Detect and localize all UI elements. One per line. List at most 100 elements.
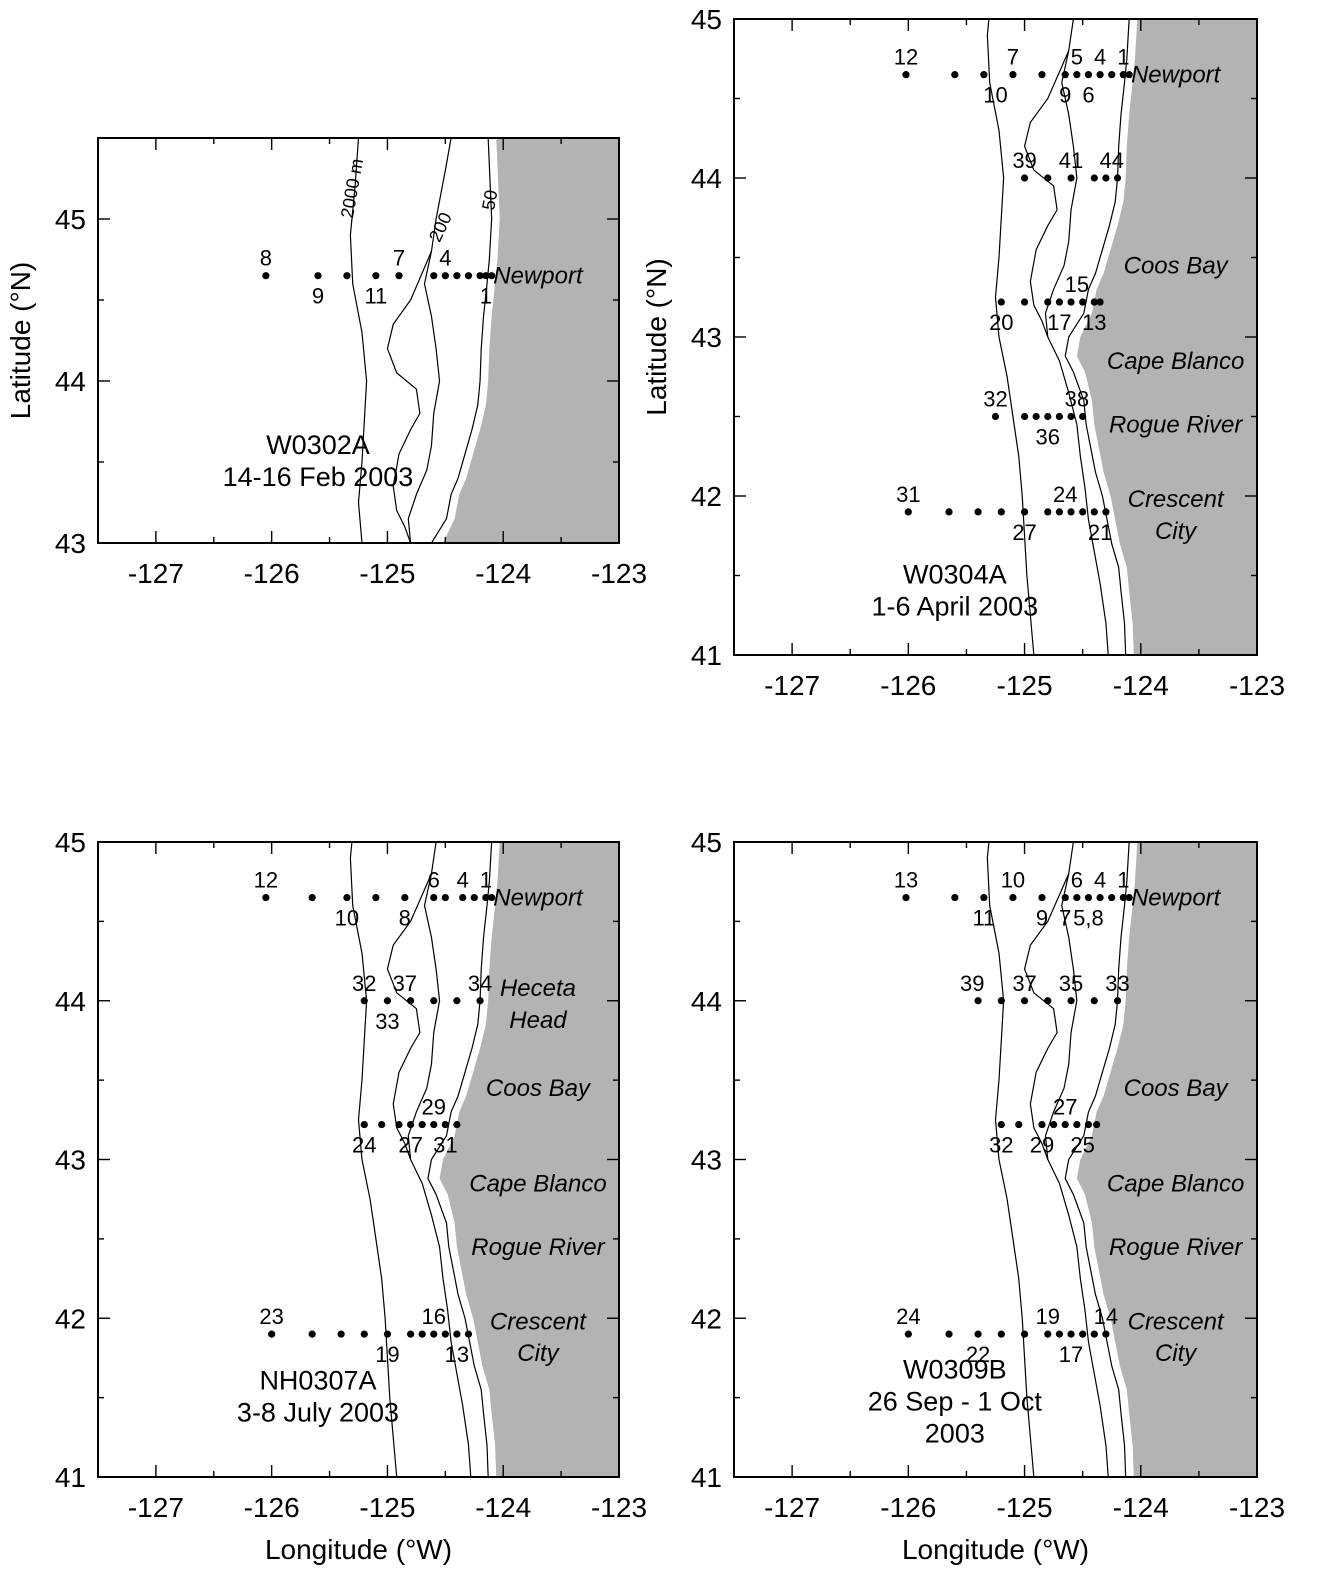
station-label: 4	[439, 246, 451, 271]
station-dot	[1061, 1120, 1069, 1129]
y-tick-label: 44	[691, 986, 722, 1017]
station-label: 33	[375, 1009, 399, 1034]
station-dot	[360, 997, 368, 1005]
station-dot	[418, 1330, 426, 1338]
station-label: 33	[1105, 971, 1129, 996]
station-label: 9	[1036, 906, 1048, 931]
place-label: Rogue River	[1109, 411, 1243, 438]
x-tick-label: -125	[997, 670, 1053, 701]
station-dot	[1067, 412, 1075, 421]
station-dot	[1108, 71, 1116, 79]
station-label: 23	[259, 1304, 283, 1329]
x-tick-label: -124	[1113, 670, 1169, 701]
station-dot	[1090, 1330, 1098, 1338]
station-dot	[430, 893, 438, 902]
x-tick-label: -124	[475, 558, 531, 589]
panel-title: W0304A	[903, 559, 1007, 589]
station-label: 1	[1117, 45, 1129, 70]
station-label: 10	[983, 83, 1007, 108]
station-dot	[383, 1330, 392, 1338]
station-dot	[991, 412, 1000, 421]
station-dot	[476, 272, 484, 280]
station-label: 6	[1071, 868, 1083, 893]
station-dot	[453, 272, 461, 280]
station-label: 5	[1071, 45, 1083, 70]
station-label: 4	[457, 868, 469, 893]
station-label: 4	[1094, 868, 1106, 893]
station-label: 17	[1047, 310, 1071, 335]
station-dot	[407, 1120, 415, 1129]
station-label: 24	[352, 1133, 376, 1158]
station-dot	[1113, 997, 1122, 1005]
panel-title: 1-6 April 2003	[872, 591, 1039, 621]
bank-contour	[386, 251, 432, 543]
station-label: 19	[1036, 1304, 1060, 1329]
station-label: 38	[1065, 387, 1089, 412]
station-label: 37	[1012, 971, 1036, 996]
y-tick-label: 42	[55, 1303, 86, 1334]
station-label: 10	[335, 906, 359, 931]
station-dot	[1090, 174, 1098, 182]
place-label: Coos Bay	[1124, 1075, 1230, 1102]
station-dot	[395, 272, 403, 280]
station-dot	[314, 272, 322, 280]
station-dot	[1084, 71, 1093, 79]
station-dot	[945, 1330, 953, 1338]
station-label: 7	[1059, 906, 1071, 931]
station-label: 8	[260, 246, 272, 271]
station-dot	[488, 893, 496, 902]
station-label: 7	[1007, 45, 1019, 70]
panel-title: W0302A	[266, 430, 370, 460]
station-label: 4	[1094, 45, 1106, 70]
bank-contour	[386, 873, 432, 1160]
station-label: 17	[1059, 1342, 1083, 1367]
station-label: 8	[399, 906, 411, 931]
station-label: 6	[428, 868, 440, 893]
x-tick-label: -127	[128, 558, 184, 589]
station-dot	[1090, 508, 1098, 516]
station-label: 11	[972, 906, 995, 931]
place-label: Coos Bay	[486, 1075, 592, 1102]
station-dot	[1079, 298, 1087, 306]
y-tick-label: 43	[55, 528, 86, 559]
station-dot	[1102, 508, 1110, 516]
station-dot	[1055, 298, 1064, 306]
x-tick-label: -126	[880, 670, 936, 701]
y-tick-label: 45	[55, 827, 86, 858]
station-label: 6	[1082, 83, 1094, 108]
station-dot	[262, 893, 270, 902]
station-dot	[459, 893, 467, 902]
y-tick-label: 45	[55, 204, 86, 235]
station-label: 13	[894, 868, 918, 893]
place-label: Crescent	[490, 1308, 587, 1335]
station-dot	[1067, 997, 1075, 1005]
station-label: 32	[989, 1133, 1013, 1158]
station-dot	[1061, 893, 1069, 902]
station-label: 31	[896, 482, 920, 507]
station-label: 15	[1065, 272, 1089, 297]
place-label: Coos Bay	[1124, 252, 1230, 279]
map-area	[262, 842, 619, 1477]
station-dot	[904, 508, 912, 516]
station-label: 1	[480, 868, 492, 893]
station-label: 10	[1001, 868, 1025, 893]
y-tick-label: 41	[691, 1462, 722, 1493]
station-dot	[430, 272, 438, 280]
station-dot	[464, 272, 473, 280]
place-label: City	[517, 1340, 560, 1367]
y-tick-label: 42	[691, 481, 722, 512]
station-dot	[1044, 174, 1052, 182]
station-dot	[1093, 1120, 1101, 1129]
y-tick-label: 43	[691, 1145, 722, 1176]
station-dot	[997, 298, 1005, 306]
station-label: 19	[375, 1342, 399, 1367]
isobath-2000m	[986, 19, 1035, 655]
station-dot	[1067, 174, 1075, 182]
panel-title: NH0307A	[259, 1366, 376, 1396]
station-dot	[1055, 1330, 1064, 1338]
station-dot	[470, 893, 478, 902]
contour-label-2000m: 2000 m	[337, 157, 367, 220]
station-dot	[974, 997, 982, 1005]
y-tick-label: 44	[55, 986, 86, 1017]
